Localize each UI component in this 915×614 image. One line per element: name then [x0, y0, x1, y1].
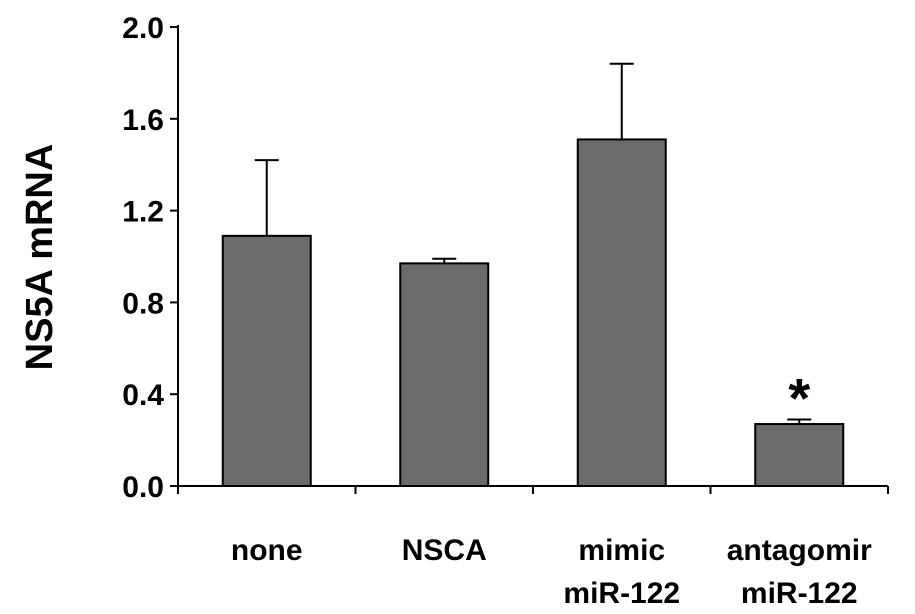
bar-3	[754, 423, 845, 488]
category-label-0-0: none	[231, 534, 303, 567]
category-label-3-0: antagomir	[727, 534, 872, 567]
bar-2	[576, 138, 667, 488]
category-label-2-0: mimic	[578, 534, 665, 567]
bar-1	[399, 262, 490, 488]
category-label-1-0: NSCA	[402, 534, 487, 567]
category-label-3-1: miR-122	[741, 577, 858, 610]
plot-area: 0.0 0.4 0.8 1.2 1.6 2.0 none NSCA mimic miR-122 an…	[122, 12, 889, 610]
category-label-2-1: miR-122	[563, 577, 680, 610]
y-tick-label-2: 0.8	[122, 287, 164, 320]
y-axis-title: NS5A mRNA	[19, 144, 61, 371]
y-tick-label-1: 0.4	[122, 379, 164, 412]
bar-0	[221, 234, 312, 487]
significance-marker-0: *	[788, 366, 810, 429]
y-tick-label-3: 1.2	[122, 196, 164, 229]
y-tick-label-0: 0.0	[122, 471, 164, 504]
y-tick-label-5: 2.0	[122, 12, 164, 45]
y-tick-label-4: 1.6	[122, 104, 164, 137]
